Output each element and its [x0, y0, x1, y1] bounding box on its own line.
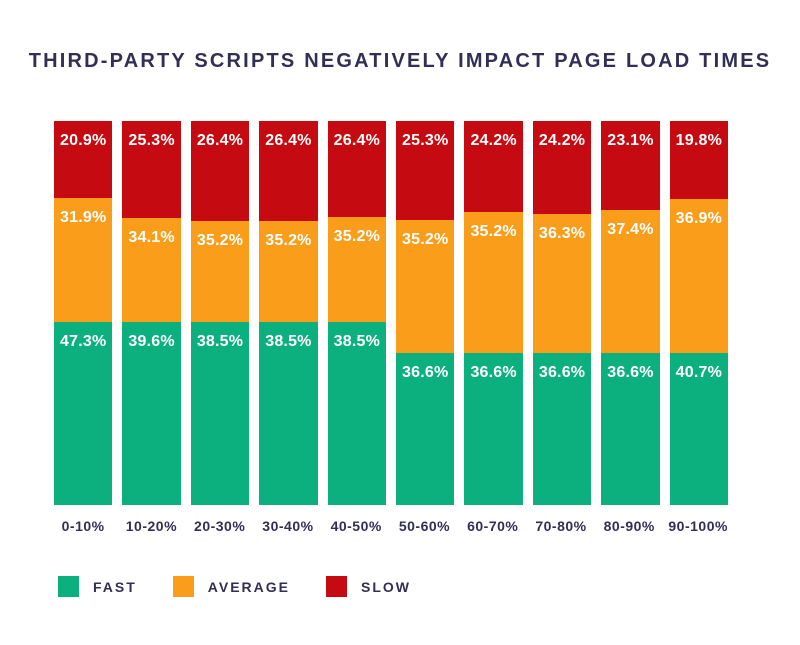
bar-segment-fast: 36.6%: [601, 352, 660, 505]
segment-value-label: 19.8%: [675, 132, 723, 149]
legend-label: SLOW: [360, 578, 411, 595]
bar-90-100%: 19.8% 36.9% 40.7%: [669, 121, 729, 505]
bar-segment-fast: 36.6%: [396, 352, 455, 505]
bar-segment-slow: 20.9%: [54, 121, 113, 199]
bar-segment-slow: 26.4%: [190, 121, 250, 221]
segment-value-label: 25.3%: [128, 132, 175, 149]
segment-value-label: 26.4%: [333, 132, 381, 149]
bar-segment-average: 35.2%: [327, 217, 387, 323]
legend-swatch-average: [172, 576, 194, 597]
legend-swatch-slow: [325, 576, 347, 597]
segment-value-label: 35.2%: [196, 231, 244, 249]
segment-value-label: 25.3%: [402, 132, 449, 149]
segment-value-label: 38.5%: [333, 333, 381, 351]
legend-label: AVERAGE: [207, 578, 290, 595]
bar-10-20%: 25.3% 34.1% 39.6%: [122, 121, 181, 505]
segment-value-label: 35.2%: [265, 231, 312, 249]
x-axis-label: 0-10%: [61, 518, 105, 534]
segment-value-label: 26.4%: [196, 132, 244, 149]
chart-legend: FAST AVERAGE SLOW: [58, 576, 411, 597]
segment-value-label: 39.6%: [128, 333, 175, 351]
segment-value-label: 37.4%: [607, 221, 654, 239]
x-axis-label: 80-90%: [603, 518, 655, 534]
legend-item-fast: FAST: [58, 576, 137, 597]
bar-segment-average: 36.9%: [669, 198, 729, 353]
segment-value-label: 40.7%: [675, 363, 723, 381]
segment-value-label: 35.2%: [333, 228, 381, 245]
segment-value-label: 26.4%: [265, 132, 312, 149]
segment-value-label: 36.9%: [675, 209, 723, 227]
bar-segment-average: 35.2%: [190, 220, 250, 323]
segment-value-label: 23.1%: [607, 132, 654, 149]
segment-value-label: 34.1%: [128, 229, 175, 247]
legend-swatch-fast: [58, 576, 79, 597]
bar-50-60%: 25.3% 35.2% 36.6%: [396, 121, 455, 505]
x-axis-label: 70-80%: [535, 518, 587, 534]
bar-segment-slow: 26.4%: [259, 121, 318, 221]
segment-value-label: 24.2%: [538, 132, 586, 149]
bar-segment-slow: 19.8%: [669, 121, 729, 199]
segment-value-label: 36.6%: [607, 363, 654, 381]
segment-value-label: 38.5%: [265, 333, 312, 351]
bar-segment-average: 36.3%: [532, 213, 592, 353]
segment-value-label: 35.2%: [470, 223, 517, 240]
bar-segment-average: 34.1%: [122, 218, 181, 323]
x-axis-label: 50-60%: [398, 518, 451, 534]
segment-value-label: 35.2%: [402, 231, 449, 249]
bar-0-10%: 20.9% 31.9% 47.3%: [54, 121, 113, 505]
x-axis-label: 60-70%: [467, 518, 519, 534]
x-axis-label: 10-20%: [125, 518, 178, 534]
bar-segment-fast: 38.5%: [190, 322, 250, 505]
bar-segment-fast: 36.6%: [464, 352, 523, 505]
bar-segment-slow: 23.1%: [601, 121, 660, 211]
x-axis-label: 90-100%: [668, 518, 728, 534]
bar-segment-average: 31.9%: [54, 198, 113, 323]
segment-value-label: 31.9%: [60, 209, 107, 227]
x-axis-labels: 0-10% 10-20% 20-30% 30-40% 40-50% 50-60% 60-70…: [54, 518, 728, 534]
legend-item-slow: SLOW: [325, 576, 411, 597]
bar-60-70%: 24.2% 35.2% 36.6%: [464, 121, 523, 505]
bar-segment-slow: 24.2%: [532, 121, 592, 214]
bar-20-30%: 26.4% 35.2% 38.5%: [190, 121, 250, 505]
x-axis-label: 30-40%: [262, 518, 314, 534]
bar-segment-fast: 38.5%: [327, 322, 387, 505]
bar-segment-fast: 40.7%: [669, 352, 729, 505]
bar-segment-average: 35.2%: [259, 220, 318, 323]
bar-segment-slow: 24.2%: [464, 121, 523, 212]
segment-value-label: 38.5%: [196, 333, 244, 351]
bar-segment-fast: 36.6%: [532, 352, 592, 505]
segment-value-label: 36.3%: [538, 224, 586, 242]
bar-80-90%: 23.1% 37.4% 36.6%: [601, 121, 660, 505]
x-axis-label: 40-50%: [330, 518, 382, 534]
bar-segment-average: 37.4%: [601, 210, 660, 353]
legend-label: FAST: [93, 578, 137, 595]
segment-value-label: 36.6%: [470, 363, 517, 381]
bar-segment-slow: 25.3%: [122, 121, 181, 219]
legend-item-average: AVERAGE: [172, 576, 290, 597]
bar-segment-fast: 39.6%: [122, 322, 181, 505]
bar-70-80%: 24.2% 36.3% 36.6%: [532, 121, 592, 505]
bar-segment-average: 35.2%: [464, 212, 523, 353]
bar-segment-fast: 47.3%: [54, 322, 113, 505]
bar-segment-average: 35.2%: [396, 220, 455, 353]
bar-30-40%: 26.4% 35.2% 38.5%: [259, 121, 318, 505]
bar-segment-slow: 26.4%: [327, 121, 387, 217]
segment-value-label: 24.2%: [470, 132, 517, 149]
bar-segment-slow: 25.3%: [396, 121, 455, 221]
bar-segment-fast: 38.5%: [259, 322, 318, 505]
bar-40-50%: 26.4% 35.2% 38.5%: [327, 121, 387, 505]
segment-value-label: 36.6%: [538, 363, 586, 381]
segment-value-label: 47.3%: [60, 333, 107, 351]
x-axis-label: 20-30%: [194, 518, 246, 534]
stacked-bar-chart: 20.9% 31.9% 47.3% 25.3% 34.1% 39.6% 26.4% 35.2%…: [54, 121, 729, 505]
chart-title: THIRD-PARTY SCRIPTS NEGATIVELY IMPACT PA…: [28, 50, 772, 72]
segment-value-label: 20.9%: [60, 132, 107, 149]
segment-value-label: 36.6%: [402, 363, 449, 381]
